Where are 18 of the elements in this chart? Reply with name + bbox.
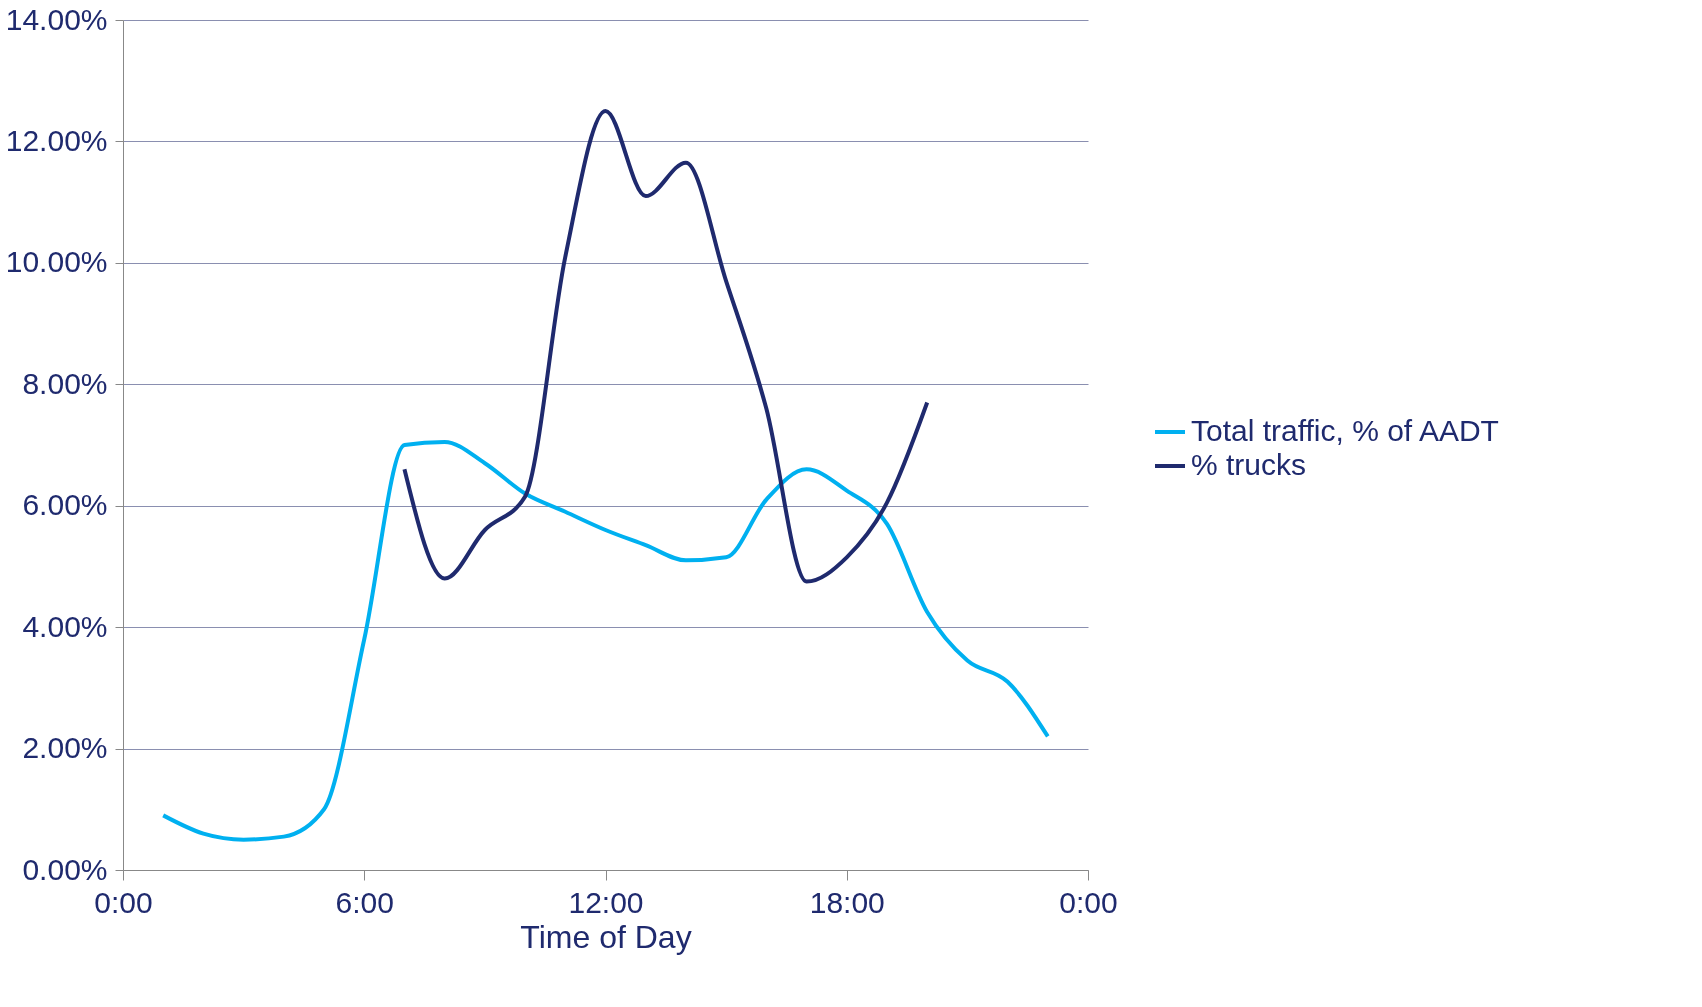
- legend-label: Total traffic, % of AADT: [1191, 414, 1499, 447]
- x-axis-title: Time of Day: [520, 918, 692, 955]
- x-tick-label: 12:00: [568, 885, 644, 919]
- y-tick-label: 6.00%: [22, 488, 108, 522]
- y-tick-label: 0.00%: [22, 852, 108, 886]
- y-tick-label: 12.00%: [5, 123, 108, 157]
- x-tick-label: 0:00: [1059, 885, 1118, 919]
- y-tick-label: 4.00%: [22, 609, 108, 643]
- x-tick-label: 0:00: [94, 885, 153, 919]
- y-tick-label: 14.00%: [5, 2, 108, 36]
- y-tick-label: 8.00%: [22, 366, 108, 400]
- y-tick-label: 10.00%: [5, 245, 108, 279]
- x-tick-label: 6:00: [335, 885, 394, 919]
- line-series: [161, 439, 1050, 842]
- y-tick-label: 2.00%: [22, 731, 108, 765]
- legend-label: % trucks: [1191, 448, 1307, 481]
- x-tick-label: 18:00: [809, 885, 885, 919]
- line-series: [402, 109, 930, 584]
